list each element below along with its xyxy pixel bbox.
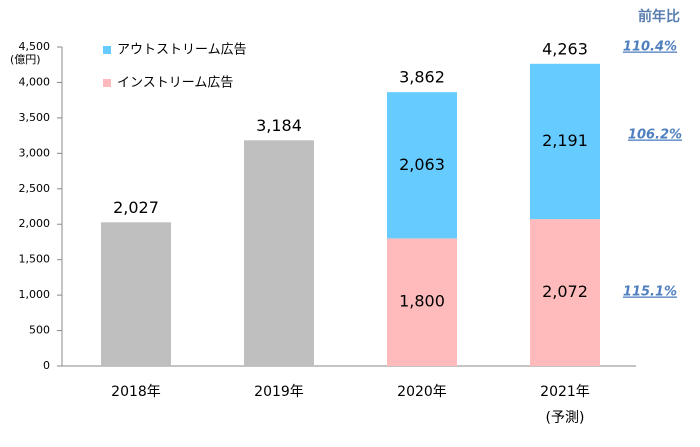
x-tick-label: 2018年 xyxy=(111,384,161,400)
data-label: 2,072 xyxy=(542,282,588,301)
legend-label: インストリーム広告 xyxy=(117,76,233,91)
y-tick-label: 3,500 xyxy=(19,111,51,124)
total-label: 4,263 xyxy=(542,39,588,58)
data-label: 2,027 xyxy=(113,198,159,217)
bar xyxy=(387,238,457,366)
legend-label: アウトストリーム広告 xyxy=(117,43,247,58)
x-tick-label: 2020年 xyxy=(397,384,447,400)
y-tick-label: 2,000 xyxy=(19,217,51,230)
growth-title: 前年比 xyxy=(638,8,680,25)
y-unit: (億円) xyxy=(10,53,41,66)
y-tick-label: 1,000 xyxy=(19,288,51,301)
bar xyxy=(101,222,171,366)
bar xyxy=(244,140,314,366)
y-tick-label: 4,500 xyxy=(19,40,51,53)
x-tick-note: (予測) xyxy=(546,410,585,426)
growth-rate: 115.1% xyxy=(623,285,677,300)
bar xyxy=(387,92,457,239)
legend-swatch xyxy=(103,46,111,54)
data-label: 2,191 xyxy=(542,131,588,150)
bar xyxy=(530,63,600,220)
y-tick-label: 0 xyxy=(43,359,50,372)
legend-swatch xyxy=(103,79,111,87)
total-label: 3,862 xyxy=(399,68,445,87)
growth-rate: 106.2% xyxy=(628,128,682,143)
y-tick-label: 1,500 xyxy=(19,253,51,266)
y-tick-label: 500 xyxy=(29,324,50,337)
y-tick-label: 2,500 xyxy=(19,182,51,195)
data-label: 1,800 xyxy=(399,292,445,311)
x-tick-label: 2019年 xyxy=(254,384,304,400)
data-label: 3,184 xyxy=(256,116,302,135)
y-tick-label: 3,000 xyxy=(19,146,51,159)
data-label: 2,063 xyxy=(399,155,445,174)
x-tick-label: 2021年 xyxy=(540,384,590,400)
growth-rate: 110.4% xyxy=(623,40,677,55)
y-tick-label: 4,000 xyxy=(19,75,51,88)
bar xyxy=(530,219,600,366)
